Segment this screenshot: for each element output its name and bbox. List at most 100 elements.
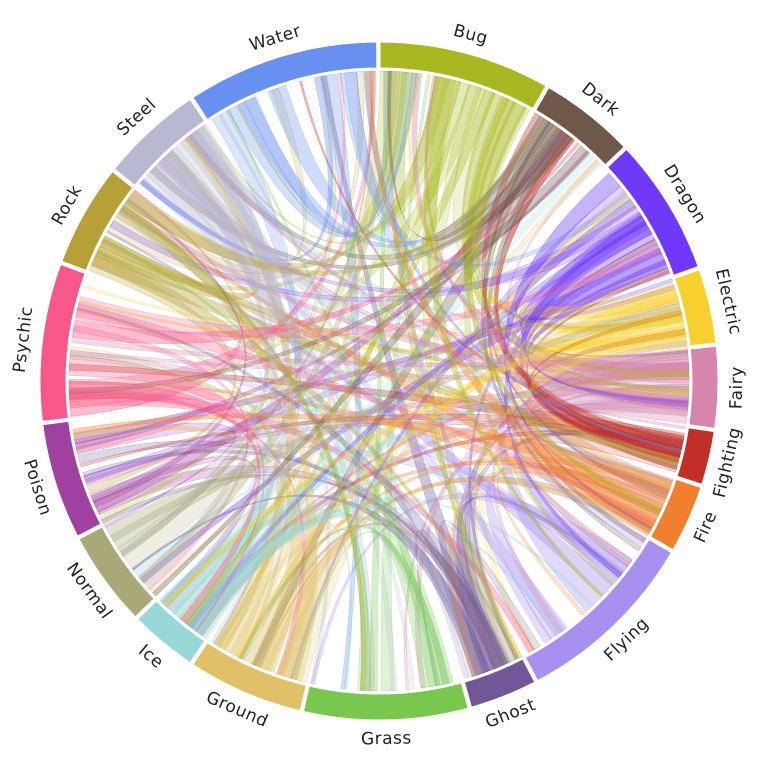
ribbon-steel-ice — [146, 169, 280, 637]
ribbon-rock-water — [106, 71, 364, 281]
ribbon-fire-ground — [237, 456, 672, 660]
ribbon-ground-rock — [118, 208, 318, 681]
ribbon-dark-normal — [152, 121, 565, 597]
ribbon-rock-ground — [117, 203, 291, 660]
ribbon-bug-psychic — [69, 83, 487, 403]
ribbon-dark-bug — [387, 70, 555, 242]
ribbon-ice-dark — [189, 152, 595, 640]
ribbon-steel-grass — [167, 141, 331, 685]
ribbon-psychic-ice — [68, 380, 261, 625]
outer-arcs — [37, 39, 721, 723]
ribbon-ground-psychic — [76, 307, 283, 657]
ribbon-grass-psychic — [69, 354, 451, 686]
ribbon-rock-water — [118, 87, 307, 275]
ribbon-fairy-rock — [119, 204, 690, 381]
ribbon-water-dragon — [339, 71, 631, 267]
ribbon-dark-steel — [149, 132, 574, 270]
ribbon-ghost-flying — [453, 496, 623, 673]
ribbon-ground-psychic — [69, 346, 318, 682]
ribbon-fighting-ice — [187, 429, 684, 630]
ribbon-dragon-flying — [504, 215, 650, 578]
ribbon-psychic-flying — [68, 390, 535, 654]
ribbon-steel-normal — [119, 123, 276, 555]
ribbon-dragon-steel — [139, 180, 647, 294]
arc-fairy — [686, 343, 721, 432]
ribbon-bug-fire — [464, 96, 663, 515]
ribbon-ground-normal — [148, 501, 303, 670]
ribbon-electric-fairy — [531, 313, 690, 397]
ribbon-dark-psychic — [68, 145, 591, 395]
ribbon-grass-bug — [368, 70, 391, 692]
ribbon-ground-dragon — [276, 265, 669, 679]
ribbon-ice-bug — [172, 72, 414, 623]
ribbon-bug-fairy — [472, 101, 690, 377]
ribbon-poison-fighting — [83, 421, 682, 483]
label-psychic: Psychic — [10, 305, 38, 373]
ribbon-dragon-fighting — [519, 221, 680, 467]
ribbon-fairy-ice — [197, 401, 689, 636]
ribbon-ground-ice — [177, 508, 297, 659]
ribbon-water-bug — [244, 71, 408, 235]
ribbon-poison-dragon — [73, 267, 671, 445]
label-bug: Bug — [451, 21, 490, 49]
ribbon-steel-ground — [181, 130, 294, 646]
ribbon-bug-rock — [96, 71, 420, 291]
ribbon-steel-fire — [157, 149, 668, 498]
ribbon-bug-fire — [463, 95, 662, 514]
ribbon-ground-poison — [73, 424, 302, 674]
ribbon-fighting-dark — [493, 133, 680, 470]
ribbon-grass-rock — [102, 237, 454, 685]
ribbon-steel-ice — [162, 145, 277, 613]
ribbon-rock-poison — [87, 255, 237, 494]
ribbon-psychic-water — [69, 73, 346, 418]
ribbon-ice-rock — [118, 210, 271, 630]
ribbon-fairy-poison — [84, 387, 690, 488]
ribbon-psychic-dark — [71, 142, 580, 345]
ribbon-ghost-fairy — [463, 349, 689, 669]
ribbon-ice-ghost — [187, 514, 479, 677]
ribbon-water-ground — [211, 109, 302, 645]
ribbon-ice-normal — [132, 484, 268, 616]
ribbon-ice-fire — [172, 471, 652, 626]
ribbon-steel-ice — [185, 125, 291, 634]
ribbon-psychic-fire — [75, 302, 656, 526]
ribbon-flying-grass — [310, 493, 633, 685]
ribbon-dragon-fairy — [527, 259, 689, 405]
ribbon-fighting-flying — [514, 434, 681, 568]
ribbon-water-dark — [238, 96, 550, 248]
ribbon-dragon-ice — [188, 214, 647, 629]
ribbon-dark-steel — [185, 126, 573, 260]
ribbon-steel-ghost — [140, 167, 474, 679]
ribbon-ground-water — [216, 70, 375, 650]
ribbon-water-bug — [227, 72, 418, 238]
ribbon-flying-fairy — [513, 397, 689, 579]
ribbon-poison-dark — [90, 129, 567, 513]
ribbon-steel-grass — [179, 129, 398, 692]
ribbon-rock-dark — [124, 117, 548, 276]
ribbon-steel-fairy — [153, 161, 689, 412]
ribbon-ghost-grass — [415, 529, 491, 687]
ribbon-water-dark — [267, 84, 545, 244]
ribbon-ghost-flying — [439, 520, 541, 676]
ribbon-bug-ghost — [421, 77, 512, 664]
ribbon-poison-rock — [93, 198, 247, 508]
ribbon-ice-grass — [159, 507, 449, 685]
ribbon-fairy-dark — [506, 159, 690, 406]
ribbon-fire-ice — [198, 460, 667, 637]
ribbon-dragon-fairy — [521, 220, 689, 408]
ribbon-bug-ground — [216, 80, 471, 648]
ribbon-poison-dark — [74, 150, 590, 450]
ribbon-electric-ice — [163, 307, 683, 608]
ribbon-fighting-fire — [526, 422, 683, 497]
ribbon-flying-fire — [517, 442, 674, 547]
ribbon-ghost-fighting — [465, 429, 684, 668]
ribbon-electric-bug — [407, 72, 680, 319]
ribbon-dragon-ghost — [468, 214, 646, 660]
ribbon-fighting-dark — [495, 135, 682, 458]
ribbon-flying-steel — [157, 159, 568, 637]
ribbon-fairy-flying — [492, 355, 690, 634]
ribbon-normal-water — [119, 70, 375, 557]
ribbon-dark-flying — [486, 130, 647, 543]
ribbon-ghost-poison — [82, 449, 509, 668]
